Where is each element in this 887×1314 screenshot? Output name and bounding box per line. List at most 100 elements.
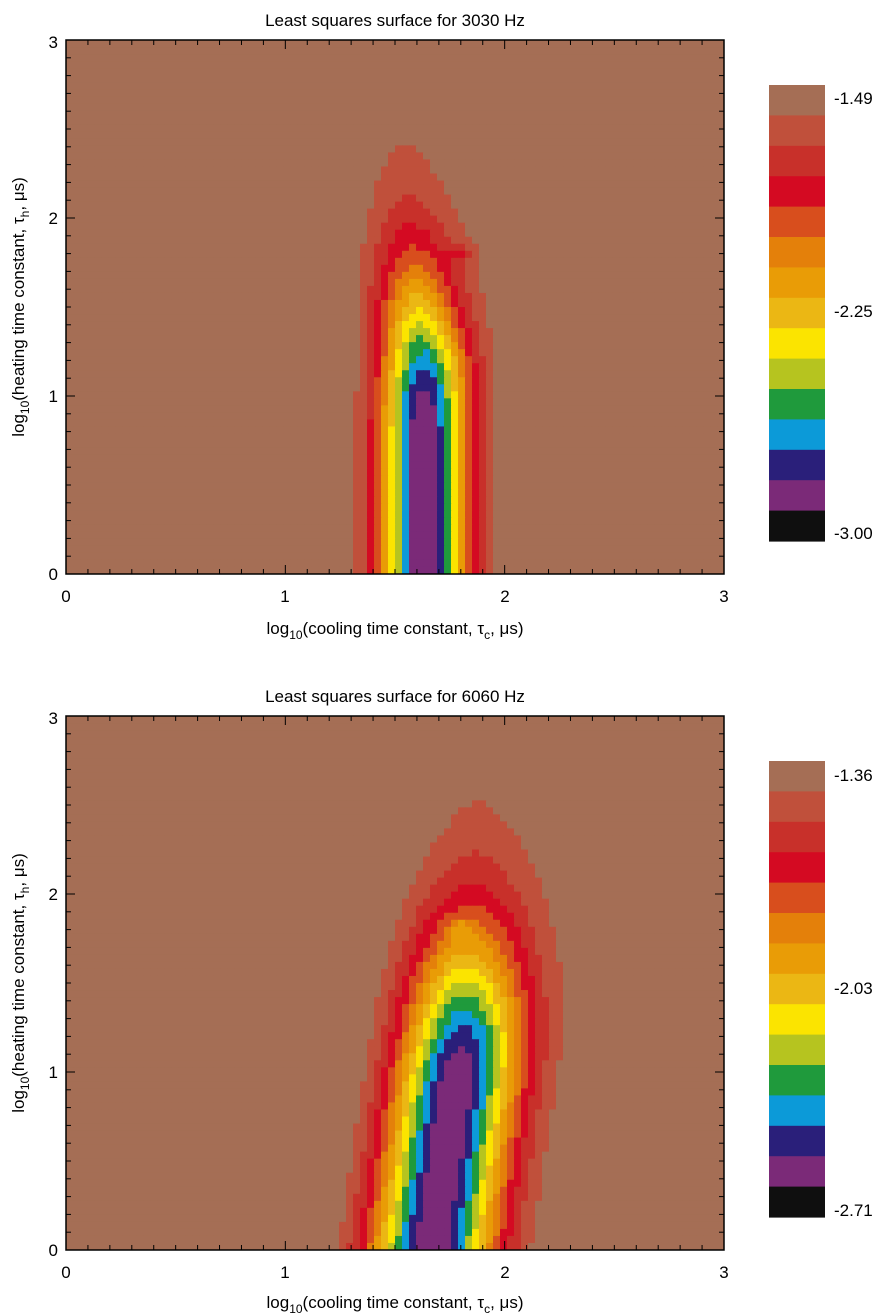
surface-cell (675, 391, 683, 399)
surface-cell (269, 89, 277, 97)
surface-cell (423, 271, 431, 280)
surface-cell (654, 264, 662, 273)
surface-cell (423, 335, 431, 343)
surface-cell (192, 61, 200, 69)
surface-cell (675, 271, 683, 280)
surface-cell (437, 208, 445, 217)
surface-cell (262, 117, 270, 125)
surface-cell (500, 349, 508, 357)
surface-cell (472, 250, 480, 259)
surface-cell (584, 54, 592, 62)
surface-cell (122, 208, 130, 217)
surface-cell (633, 194, 641, 203)
surface-cell (255, 215, 263, 224)
surface-cell (73, 54, 81, 62)
surface-cell (689, 314, 697, 322)
surface-cell (696, 363, 704, 371)
surface-cell (605, 145, 613, 154)
surface-cell (374, 187, 382, 196)
surface-cell (682, 117, 690, 125)
surface-cell (367, 152, 375, 161)
surface-cell (479, 194, 487, 203)
surface-cell (353, 314, 361, 322)
surface-cell (80, 40, 88, 48)
surface-cell (227, 89, 235, 97)
surface-cell (717, 377, 724, 385)
surface-cell (220, 342, 228, 350)
surface-cell (416, 68, 424, 76)
surface-cell (199, 335, 207, 343)
surface-cell (409, 370, 417, 378)
surface-cell (430, 201, 438, 210)
surface-cell (563, 47, 571, 55)
surface-cell (640, 47, 648, 55)
surface-cell (570, 335, 578, 343)
surface-cell (101, 391, 109, 399)
surface-cell (388, 356, 396, 364)
surface-cell (437, 75, 445, 83)
surface-cell (626, 201, 634, 210)
surface-cell (73, 384, 81, 392)
surface-cell (717, 40, 724, 48)
surface-cell (115, 342, 123, 350)
surface-cell (115, 201, 123, 210)
surface-cell (192, 264, 200, 273)
surface-cell (563, 40, 571, 48)
surface-cell (374, 363, 382, 371)
surface-cell (388, 405, 396, 413)
surface-cell (73, 264, 81, 273)
surface-cell (290, 61, 298, 69)
surface-cell (332, 180, 340, 189)
surface-cell (689, 384, 697, 392)
surface-cell (528, 243, 536, 252)
surface-cell (612, 215, 620, 224)
surface-cell (710, 398, 718, 406)
surface-cell (185, 103, 193, 111)
surface-cell (507, 138, 515, 146)
surface-cell (500, 229, 508, 238)
surface-cell (619, 278, 627, 287)
surface-cell (185, 229, 193, 238)
surface-cell (633, 314, 641, 322)
surface-cell (521, 377, 529, 385)
surface-cell (381, 328, 389, 336)
surface-cell (416, 47, 424, 55)
surface-cell (178, 138, 186, 146)
surface-cell (493, 229, 501, 238)
surface-cell (689, 159, 697, 168)
surface-cell (668, 124, 676, 132)
surface-cell (143, 201, 151, 210)
surface-cell (129, 194, 137, 203)
surface-cell (458, 61, 466, 69)
surface-cell (472, 299, 480, 308)
surface-cell (549, 124, 557, 132)
surface-cell (108, 412, 116, 421)
surface-cell (717, 342, 724, 350)
surface-cell (311, 131, 319, 139)
surface-cell (192, 40, 200, 48)
surface-cell (640, 321, 648, 329)
surface-cell (101, 271, 109, 280)
surface-cell (633, 356, 641, 364)
surface-cell (318, 222, 326, 231)
surface-cell (605, 82, 613, 90)
surface-cell (612, 307, 620, 315)
surface-cell (255, 307, 263, 315)
surface-cell (472, 349, 480, 357)
surface-cell (549, 299, 557, 308)
surface-cell (325, 377, 333, 385)
surface-cell (584, 299, 592, 308)
surface-cell (199, 314, 207, 322)
surface-cell (325, 68, 333, 76)
surface-cell (108, 89, 116, 97)
surface-cell (451, 159, 459, 168)
surface-cell (598, 96, 606, 104)
surface-cell (157, 152, 165, 161)
surface-cell (598, 398, 606, 406)
surface-cell (654, 271, 662, 280)
surface-cell (696, 75, 704, 83)
surface-cell (626, 243, 634, 252)
surface-cell (710, 243, 718, 252)
surface-cell (605, 138, 613, 146)
surface-cell (549, 271, 557, 280)
